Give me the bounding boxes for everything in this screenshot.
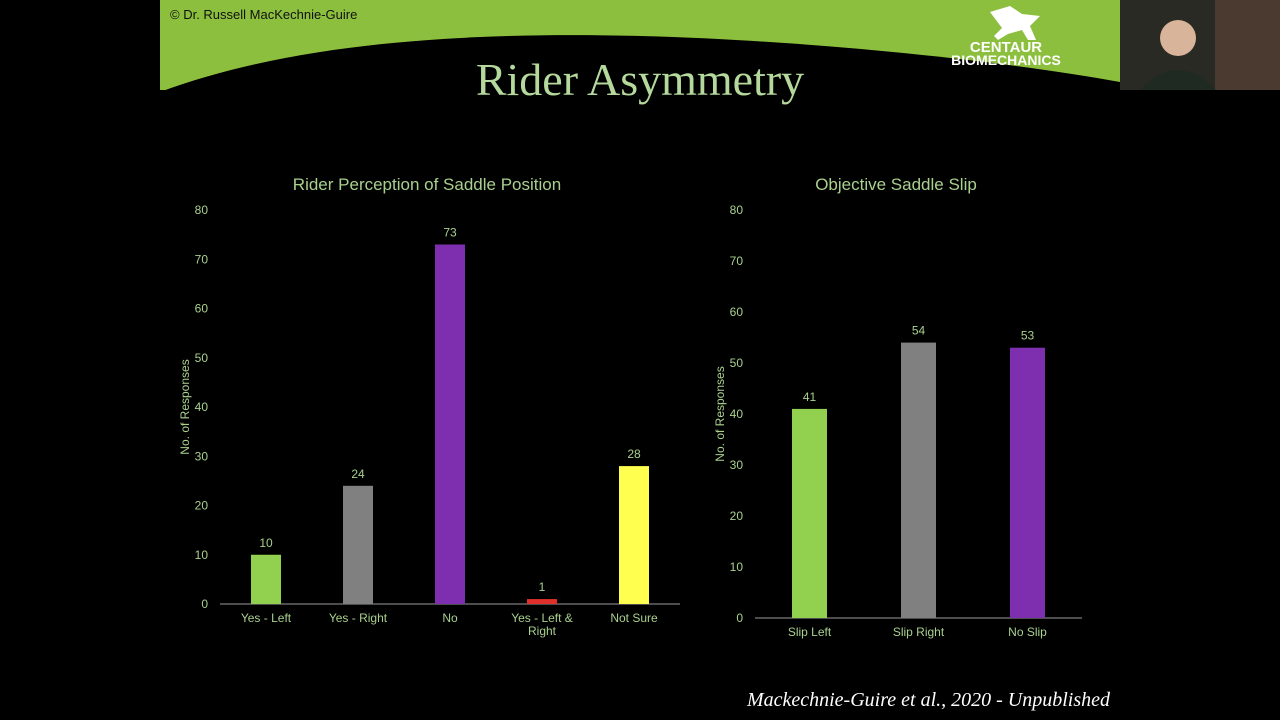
y-tick-label: 50	[195, 351, 209, 365]
copyright: © Dr. Russell MacKechnie-Guire	[170, 7, 357, 22]
webcam-bg	[1215, 0, 1280, 90]
x-tick-label: Yes - Right	[328, 612, 388, 625]
x-tick-label: No	[442, 612, 458, 625]
data-label: 54	[912, 324, 926, 338]
x-tick-label-box: No Slip	[1008, 626, 1047, 639]
bar	[435, 244, 465, 604]
x-tick-label: Yes - Left & Right	[511, 612, 573, 638]
chart-title: Rider Perception of Saddle Position	[293, 175, 561, 194]
y-tick-label: 70	[195, 252, 209, 266]
data-label: 53	[1021, 329, 1035, 343]
webcam-face	[1160, 20, 1196, 56]
y-axis-label: No. of Responses	[713, 366, 727, 461]
y-tick-label: 40	[195, 400, 209, 414]
y-tick-label: 60	[195, 302, 209, 316]
webcam-body	[1140, 70, 1216, 90]
y-tick-label: 80	[730, 203, 744, 217]
x-tick-label: Slip Left	[787, 626, 832, 639]
header-curve	[160, 35, 1120, 92]
y-tick-label: 10	[730, 560, 744, 574]
y-axis-label: No. of Responses	[178, 359, 192, 454]
bar	[792, 408, 827, 618]
y-tick-label: 50	[730, 356, 744, 370]
y-tick-label: 0	[201, 597, 208, 611]
bar	[1010, 347, 1045, 618]
x-tick-label: Yes - Left	[240, 612, 292, 625]
slide-title: Rider Asymmetry	[476, 54, 804, 105]
y-tick-label: 30	[195, 449, 209, 463]
x-tick-label-box: Yes - Left & Right	[511, 612, 573, 638]
x-tick-label-box: Slip Left	[787, 626, 832, 639]
bar	[251, 554, 281, 604]
x-tick-label-box: Yes - Right	[328, 612, 388, 625]
x-tick-label: Not Sure	[610, 612, 658, 625]
x-tick-label-box: Slip Right	[892, 626, 945, 639]
bar	[527, 599, 557, 604]
y-tick-label: 30	[730, 458, 744, 472]
y-tick-label: 80	[195, 203, 209, 217]
bar	[343, 485, 373, 604]
y-tick-label: 0	[736, 611, 743, 625]
data-label: 28	[627, 447, 641, 461]
bar	[619, 466, 649, 604]
x-tick-label: No Slip	[1008, 626, 1047, 639]
data-label: 10	[259, 536, 273, 550]
y-tick-label: 60	[730, 305, 744, 319]
y-tick-label: 20	[195, 499, 209, 513]
bar	[901, 342, 936, 618]
x-tick-label-box: Not Sure	[610, 612, 658, 625]
data-label: 24	[351, 467, 365, 481]
data-label: 1	[539, 580, 546, 594]
y-tick-label: 10	[195, 548, 209, 562]
logo-text: CENTAUR	[970, 39, 1042, 56]
y-tick-label: 70	[730, 254, 744, 268]
chart-title: Objective Saddle Slip	[815, 175, 977, 194]
data-label: 41	[803, 390, 817, 404]
x-tick-label: Slip Right	[892, 626, 945, 639]
y-tick-label: 40	[730, 407, 744, 421]
data-label: 73	[443, 225, 457, 239]
y-tick-label: 20	[730, 509, 744, 523]
x-tick-label-box: Yes - Left	[240, 612, 292, 625]
logo-icon	[990, 6, 1040, 40]
citation: Mackechnie-Guire et al., 2020 - Unpublis…	[746, 689, 1111, 711]
logo-text: BIOMECHANICS	[951, 52, 1061, 68]
x-tick-label-box: No	[442, 612, 458, 625]
